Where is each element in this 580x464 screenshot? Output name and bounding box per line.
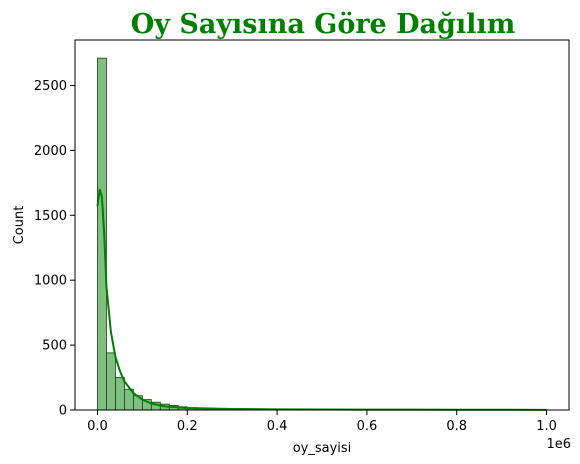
- plot-frame: [74, 39, 570, 411]
- y-tick-label: 2500: [34, 79, 67, 94]
- x-tick-label: 0.2: [177, 419, 198, 434]
- x-tick-label: 0.8: [446, 419, 467, 434]
- y-tick-label: 1500: [34, 209, 67, 224]
- x-tick-label: 0.6: [357, 419, 378, 434]
- x-axis-label: oy_sayisi: [293, 441, 352, 456]
- x-tick-label: 0.4: [267, 419, 288, 434]
- histogram-bar: [106, 352, 116, 411]
- y-tick-label: 0: [59, 404, 67, 419]
- y-axis-label: Count: [12, 206, 27, 245]
- kde-curve: [96, 189, 547, 411]
- y-tick-label: 1000: [34, 274, 67, 289]
- y-tick-label: 500: [42, 339, 67, 354]
- y-tick-label: 2000: [34, 144, 67, 159]
- histogram-bars: [97, 57, 547, 411]
- histogram-bar: [115, 377, 125, 411]
- y-axis-ticks: 0 500 1000 1500 2000 2500: [34, 79, 75, 419]
- x-axis-ticks: 0.0 0.2 0.4 0.6 0.8 1.0: [87, 410, 557, 434]
- x-tick-label: 0.0: [87, 419, 108, 434]
- x-axis-offset-label: 1e6: [546, 437, 571, 452]
- x-tick-label: 1.0: [536, 419, 557, 434]
- chart-title: Oy Sayısına Göre Dağılım: [131, 9, 516, 40]
